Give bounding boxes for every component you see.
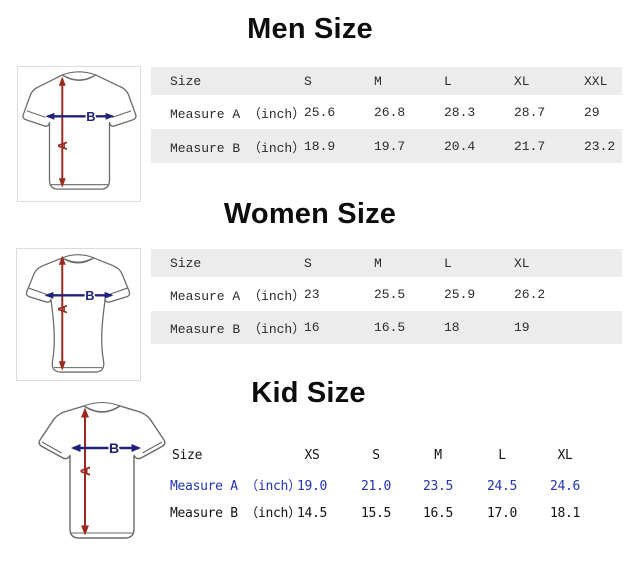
- men-measure-b-label: Measure B （inch）: [170, 140, 306, 156]
- measure-b-arrow: B: [45, 107, 115, 125]
- measure-a-arrow: A: [55, 76, 70, 188]
- kid-size-l: L: [498, 448, 506, 463]
- men-measure-a-s: 25.6: [304, 104, 336, 120]
- men-size-table: Size S M L XL XXL Measure A （inch） 25.6 …: [151, 67, 622, 163]
- women-size-xl: XL: [514, 255, 530, 271]
- men-measure-a-label: Measure A （inch）: [170, 106, 306, 122]
- men-measure-b-xxl: 23.2: [584, 138, 616, 154]
- kid-size-xl: XL: [557, 448, 573, 463]
- kid-tshirt-diagram: A B: [28, 398, 176, 546]
- measure-b-label: B: [109, 440, 119, 456]
- women-measure-b-xl: 19: [514, 320, 530, 335]
- kid-measure-a-label: Measure A （inch）: [170, 479, 301, 494]
- men-size-xxl: XXL: [584, 73, 608, 89]
- kid-measure-a-xl: 24.6: [549, 479, 581, 494]
- women-measure-b-m: 16.5: [374, 320, 406, 335]
- measure-b-label: B: [86, 109, 95, 124]
- men-measure-a-xl: 28.7: [514, 104, 546, 120]
- kid-measure-a-l: 24.5: [486, 479, 518, 494]
- women-size-l: L: [444, 255, 452, 271]
- kid-size-header: Size: [172, 448, 203, 463]
- women-measure-a-m: 25.5: [374, 286, 406, 302]
- kid-measure-a-s: 21.0: [360, 479, 392, 494]
- kid-measure-a-row: Measure A （inch） 19.0 21.0 23.5 24.5 24.…: [170, 477, 625, 497]
- men-measure-b-l: 20.4: [444, 138, 476, 154]
- women-measure-a-l: 25.9: [444, 286, 476, 302]
- measure-a-arrow: A: [77, 407, 93, 536]
- kid-measure-b-s: 15.5: [360, 506, 392, 521]
- men-measure-b-xl: 21.7: [514, 138, 546, 154]
- men-size-l: L: [444, 73, 452, 89]
- men-measure-a-l: 28.3: [444, 104, 476, 120]
- women-size-s: S: [304, 255, 312, 271]
- kid-measure-b-m: 16.5: [422, 506, 454, 521]
- women-measure-a-row: Measure A （inch） 23 25.5 25.9 26.2: [151, 277, 622, 311]
- kid-size-m: M: [434, 448, 442, 463]
- men-measure-b-s: 18.9: [304, 138, 336, 154]
- men-measure-a-row: Measure A （inch） 25.6 26.8 28.3 28.7 29: [151, 95, 622, 129]
- kid-size-title: Kid Size: [251, 377, 366, 409]
- kid-table-header-row: Size XS S M L XL: [170, 446, 625, 466]
- men-size-s: S: [304, 73, 312, 89]
- women-measure-b-s: 16: [304, 320, 320, 335]
- kid-measure-a-m: 23.5: [422, 479, 454, 494]
- men-measure-a-m: 26.8: [374, 104, 406, 120]
- women-measure-b-row: Measure B （inch） 16 16.5 18 19: [151, 311, 622, 344]
- women-table-header-row: Size S M L XL: [151, 249, 622, 277]
- women-size-table: Size S M L XL Measure A （inch） 23 25.5 2…: [151, 249, 622, 344]
- kid-tshirt-icon: A B: [38, 401, 166, 539]
- kid-size-table: Size XS S M L XL Measure A （inch） 19.0 2…: [170, 446, 625, 532]
- women-size-m: M: [374, 255, 382, 271]
- measure-a-label: A: [55, 304, 70, 313]
- measure-a-label: A: [77, 466, 93, 476]
- women-measure-b-label: Measure B （inch）: [170, 322, 306, 337]
- measure-a-arrow: A: [55, 255, 70, 371]
- men-tshirt-icon: A B: [22, 71, 137, 190]
- measure-b-arrow: B: [44, 286, 114, 304]
- kid-measure-b-xl: 18.1: [549, 506, 581, 521]
- men-size-xl: XL: [514, 73, 530, 89]
- women-tshirt-diagram: A B: [16, 248, 141, 381]
- measure-b-arrow: B: [71, 439, 141, 458]
- measure-b-label: B: [85, 288, 94, 303]
- men-measure-b-row: Measure B （inch） 18.9 19.7 20.4 21.7 23.…: [151, 129, 622, 163]
- men-size-m: M: [374, 73, 382, 89]
- women-measure-a-s: 23: [304, 286, 320, 302]
- kid-size-xs: XS: [304, 448, 320, 463]
- women-size-header: Size: [170, 255, 202, 271]
- women-size-title: Women Size: [223, 198, 397, 230]
- women-measure-a-xl: 26.2: [514, 286, 546, 302]
- women-tshirt-icon: A B: [25, 254, 131, 373]
- men-size-title: Men Size: [247, 13, 373, 45]
- kid-measure-b-row: Measure B （inch） 14.5 15.5 16.5 17.0 18.…: [170, 504, 625, 524]
- men-measure-b-m: 19.7: [374, 138, 406, 154]
- kid-measure-a-xs: 19.0: [296, 479, 328, 494]
- men-size-header: Size: [170, 73, 202, 89]
- women-measure-a-label: Measure A （inch）: [170, 288, 306, 304]
- kid-measure-b-xs: 14.5: [296, 506, 328, 521]
- men-table-header-row: Size S M L XL XXL: [151, 67, 622, 95]
- women-measure-b-l: 18: [444, 320, 460, 335]
- kid-measure-b-l: 17.0: [486, 506, 518, 521]
- kid-measure-b-label: Measure B （inch）: [170, 506, 301, 521]
- men-measure-a-xxl: 29: [584, 104, 600, 120]
- men-tshirt-diagram: A B: [17, 66, 141, 202]
- kid-size-s: S: [372, 448, 380, 463]
- measure-a-label: A: [55, 141, 70, 150]
